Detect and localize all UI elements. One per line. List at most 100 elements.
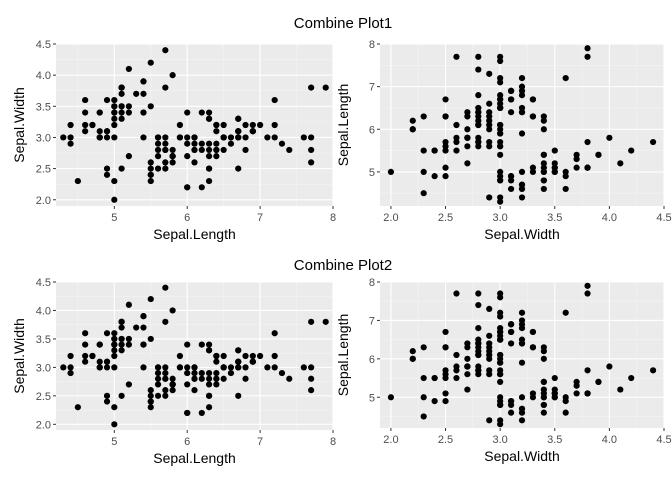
data-point — [475, 109, 482, 116]
data-point — [205, 153, 213, 160]
data-point — [518, 75, 526, 82]
data-point — [67, 140, 74, 147]
data-point — [103, 134, 111, 141]
data-point — [497, 168, 504, 175]
data-point — [184, 184, 191, 191]
data-point — [198, 369, 205, 377]
scatter-plot-4: 2.0 2.5 3.0 3.5 4.0 4.5 5 6 7 8 Sepal.Width Sepal… — [335, 277, 672, 464]
x-tick-label: 5 — [111, 212, 117, 224]
data-point — [453, 134, 460, 141]
data-point — [497, 401, 504, 409]
data-point — [213, 375, 220, 382]
data-point — [154, 364, 162, 371]
y-tick-label: 7 — [369, 315, 375, 327]
scatter-plot-2: 2.0 2.5 3.0 3.5 4.0 4.5 5 6 7 8 Sepal.Width Sepal… — [335, 39, 672, 242]
data-point — [540, 126, 547, 133]
data-point — [486, 113, 493, 120]
data-point — [300, 364, 307, 371]
data-point — [497, 130, 504, 137]
x-tick-label: 4.0 — [602, 212, 617, 224]
data-point — [453, 351, 460, 359]
data-point — [96, 128, 103, 135]
data-point — [529, 328, 537, 336]
data-point — [518, 409, 526, 416]
data-point — [475, 121, 482, 129]
data-point — [584, 390, 591, 397]
data-point — [147, 335, 154, 343]
data-point — [111, 109, 118, 116]
data-point — [562, 309, 569, 316]
data-point — [118, 115, 125, 122]
data-point — [176, 364, 184, 371]
data-point — [540, 378, 547, 385]
data-point — [162, 364, 169, 371]
data-point — [529, 344, 537, 351]
data-point — [551, 394, 558, 401]
data-point — [464, 160, 471, 167]
data-point — [96, 358, 103, 365]
data-point — [257, 352, 264, 360]
data-point — [322, 318, 329, 325]
data-point — [242, 121, 249, 129]
data-point — [111, 352, 118, 360]
data-point — [184, 409, 191, 417]
x-tick-label: 3.5 — [547, 212, 562, 224]
y-tick-label: 8 — [369, 39, 375, 51]
data-point — [235, 347, 242, 354]
data-point — [475, 53, 482, 60]
data-point — [103, 398, 111, 405]
data-point — [562, 173, 569, 180]
data-point — [464, 134, 471, 141]
data-point — [133, 90, 140, 97]
data-point — [111, 196, 118, 203]
data-point — [235, 134, 242, 141]
data-point — [475, 143, 482, 150]
data-point — [442, 390, 449, 397]
data-point — [497, 57, 504, 65]
data-point — [529, 394, 537, 401]
y-axis-label: Sepal.Width — [11, 318, 27, 393]
data-point — [497, 309, 504, 316]
data-point — [562, 409, 569, 416]
y-tick-label: 6 — [369, 124, 375, 136]
data-point — [154, 375, 162, 382]
data-point — [162, 140, 169, 147]
data-point — [82, 341, 89, 348]
data-point — [191, 369, 198, 377]
data-point — [507, 96, 515, 103]
data-point — [154, 140, 162, 147]
data-point — [595, 378, 602, 385]
data-point — [562, 185, 569, 193]
data-point — [147, 165, 154, 172]
data-point — [118, 90, 125, 97]
data-point — [125, 341, 132, 348]
data-point — [431, 398, 438, 405]
x-tick-label: 2.5 — [438, 434, 453, 446]
data-point — [249, 128, 256, 135]
data-point — [118, 392, 125, 399]
data-point — [169, 72, 176, 79]
data-point — [507, 340, 515, 347]
data-point — [147, 177, 154, 185]
data-point — [464, 113, 471, 120]
data-point — [205, 375, 213, 382]
data-point — [497, 75, 504, 82]
data-point — [162, 387, 169, 394]
plot-panel — [380, 44, 664, 206]
data-point — [191, 134, 198, 141]
data-point — [162, 392, 169, 399]
data-point — [584, 138, 591, 146]
data-point — [191, 375, 198, 382]
data-point — [507, 398, 515, 405]
data-point — [540, 390, 547, 397]
data-point — [147, 59, 154, 66]
data-point — [154, 134, 162, 141]
data-point — [442, 147, 449, 154]
data-point — [111, 115, 118, 122]
data-point — [191, 140, 198, 147]
data-point — [140, 134, 147, 141]
data-point — [540, 113, 547, 120]
data-point — [118, 335, 125, 343]
data-point — [154, 369, 162, 377]
y-tick-label: 8 — [369, 277, 375, 289]
